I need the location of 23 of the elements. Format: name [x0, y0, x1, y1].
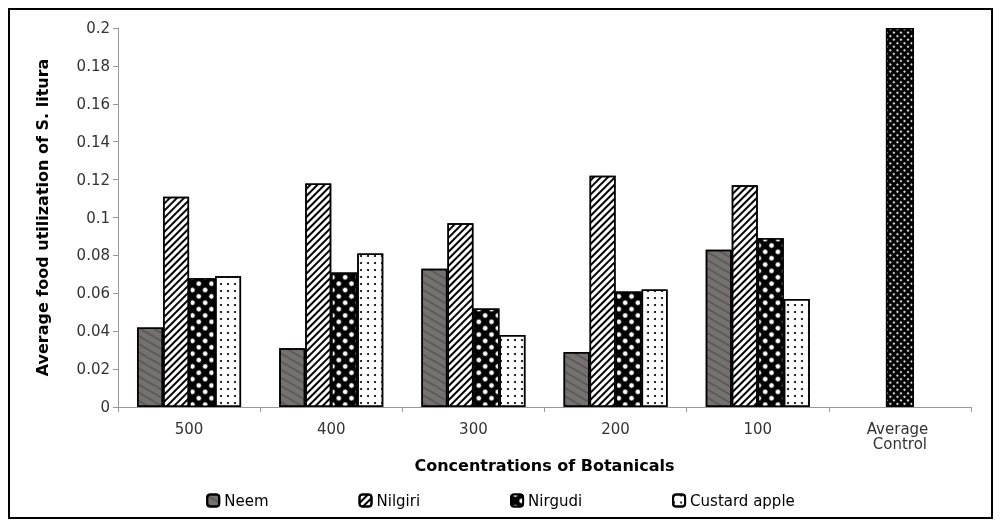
legend-label: Nirgudi — [528, 491, 583, 510]
y-axis-title: Average food utilization of S. litura — [32, 58, 52, 377]
y-tick-label: 0.2 — [86, 19, 110, 37]
y-tick-label: 0.08 — [76, 246, 110, 265]
x-tick-label: 200 — [601, 419, 630, 438]
y-tick-label: 0.1 — [86, 208, 110, 227]
x-tick-label: 100 — [743, 419, 773, 438]
y-tick-label: 0.12 — [76, 170, 110, 189]
y-tick-label: 0 — [100, 398, 110, 416]
y-tick-label: 0.18 — [76, 56, 110, 75]
y-tick-label: 0.14 — [76, 132, 110, 151]
legend-label: Custard apple — [690, 491, 795, 510]
y-tick-label: 0.06 — [76, 284, 110, 303]
y-tick-label: 0.02 — [76, 360, 110, 379]
legend-label: Nilgiri — [376, 491, 421, 510]
x-tick-label: 500 — [174, 419, 204, 438]
y-tick-label: 0.04 — [76, 322, 110, 341]
y-tick-label: 0.16 — [76, 94, 110, 113]
legend-label: Neem — [224, 491, 269, 510]
x-axis-title: Concentrations of Botanicals — [414, 455, 675, 475]
x-tick-label: 400 — [316, 419, 346, 438]
x-tick-label: Average Control — [866, 419, 934, 453]
x-tick-label: 300 — [459, 419, 488, 438]
